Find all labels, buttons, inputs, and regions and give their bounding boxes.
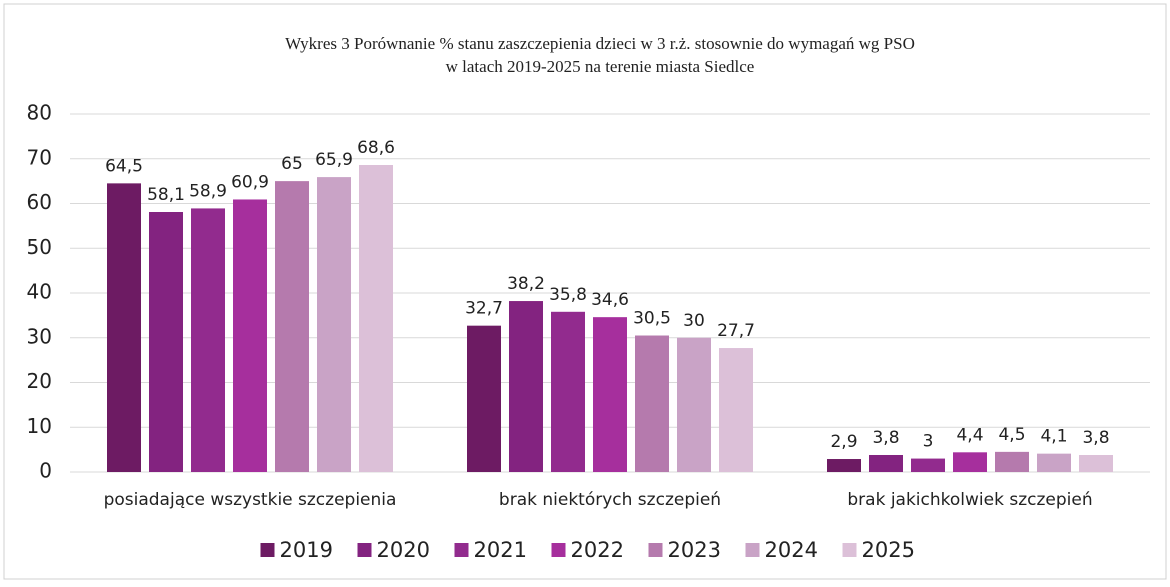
- bar: [827, 459, 861, 472]
- y-tick-label: 30: [27, 324, 52, 348]
- y-tick-label: 10: [27, 414, 52, 438]
- legend-label: 2021: [474, 538, 527, 562]
- bar: [677, 337, 711, 472]
- bar: [107, 183, 141, 473]
- value-label: 4,5: [998, 425, 1025, 445]
- x-tick-label: brak niektórych szczepień: [499, 490, 721, 510]
- bar: [635, 335, 669, 472]
- value-label: 35,8: [549, 285, 587, 305]
- bar: [1037, 453, 1071, 472]
- value-label: 4,1: [1040, 427, 1067, 447]
- value-label: 3,8: [1082, 428, 1109, 448]
- legend-swatch: [551, 543, 566, 557]
- legend-label: 2025: [862, 538, 915, 562]
- legend-label: 2024: [765, 538, 818, 562]
- value-label: 65,9: [315, 150, 353, 170]
- chart-subtitle: w latach 2019-2025 na terenie miasta Sie…: [446, 57, 755, 76]
- value-label: 4,4: [956, 425, 983, 445]
- value-label: 2,9: [830, 432, 857, 452]
- bar: [953, 452, 987, 472]
- value-label: 30,5: [633, 309, 671, 329]
- bar: [317, 177, 351, 472]
- value-label: 3: [923, 432, 934, 452]
- value-label: 68,6: [357, 138, 395, 158]
- y-tick-label: 20: [27, 369, 52, 393]
- bar: [1079, 454, 1113, 472]
- bar: [719, 348, 753, 472]
- y-tick-label: 70: [27, 145, 52, 169]
- value-label: 32,7: [465, 299, 503, 319]
- y-tick-label: 0: [39, 459, 52, 483]
- bar: [191, 208, 225, 473]
- bar: [275, 181, 309, 472]
- bar: [467, 325, 501, 472]
- value-label: 65: [281, 154, 303, 174]
- x-tick-label: brak jakichkolwiek szczepień: [847, 490, 1092, 510]
- value-label: 30: [683, 311, 705, 331]
- bar: [593, 317, 627, 472]
- bar: [509, 301, 543, 472]
- bar: [149, 212, 183, 472]
- x-tick-label: posiadające wszystkie szczepienia: [104, 490, 397, 510]
- legend-swatch: [842, 543, 857, 557]
- y-tick-label: 40: [27, 280, 52, 304]
- value-label: 27,7: [717, 321, 755, 341]
- legend-label: 2019: [280, 538, 333, 562]
- legend-label: 2023: [668, 538, 721, 562]
- value-label: 34,6: [591, 290, 629, 310]
- bar: [995, 451, 1029, 472]
- legend-label: 2022: [571, 538, 624, 562]
- bar: [911, 458, 945, 472]
- y-tick-label: 80: [27, 101, 52, 125]
- value-label: 64,5: [105, 156, 143, 176]
- value-label: 38,2: [507, 274, 545, 294]
- value-label: 58,9: [189, 181, 227, 201]
- legend-swatch: [357, 543, 372, 557]
- legend-swatch: [454, 543, 469, 557]
- y-tick-label: 60: [27, 190, 52, 214]
- y-tick-label: 50: [27, 235, 52, 259]
- bar: [233, 199, 267, 472]
- value-label: 58,1: [147, 185, 185, 205]
- legend-label: 2020: [377, 538, 430, 562]
- bar: [551, 311, 585, 472]
- bar: [359, 165, 393, 472]
- legend-swatch: [745, 543, 760, 557]
- bar: [869, 454, 903, 472]
- value-label: 60,9: [231, 172, 269, 192]
- legend-swatch: [648, 543, 663, 557]
- chart-title: Wykres 3 Porównanie % stanu zaszczepieni…: [285, 34, 915, 53]
- value-label: 3,8: [872, 428, 899, 448]
- legend-swatch: [260, 543, 275, 557]
